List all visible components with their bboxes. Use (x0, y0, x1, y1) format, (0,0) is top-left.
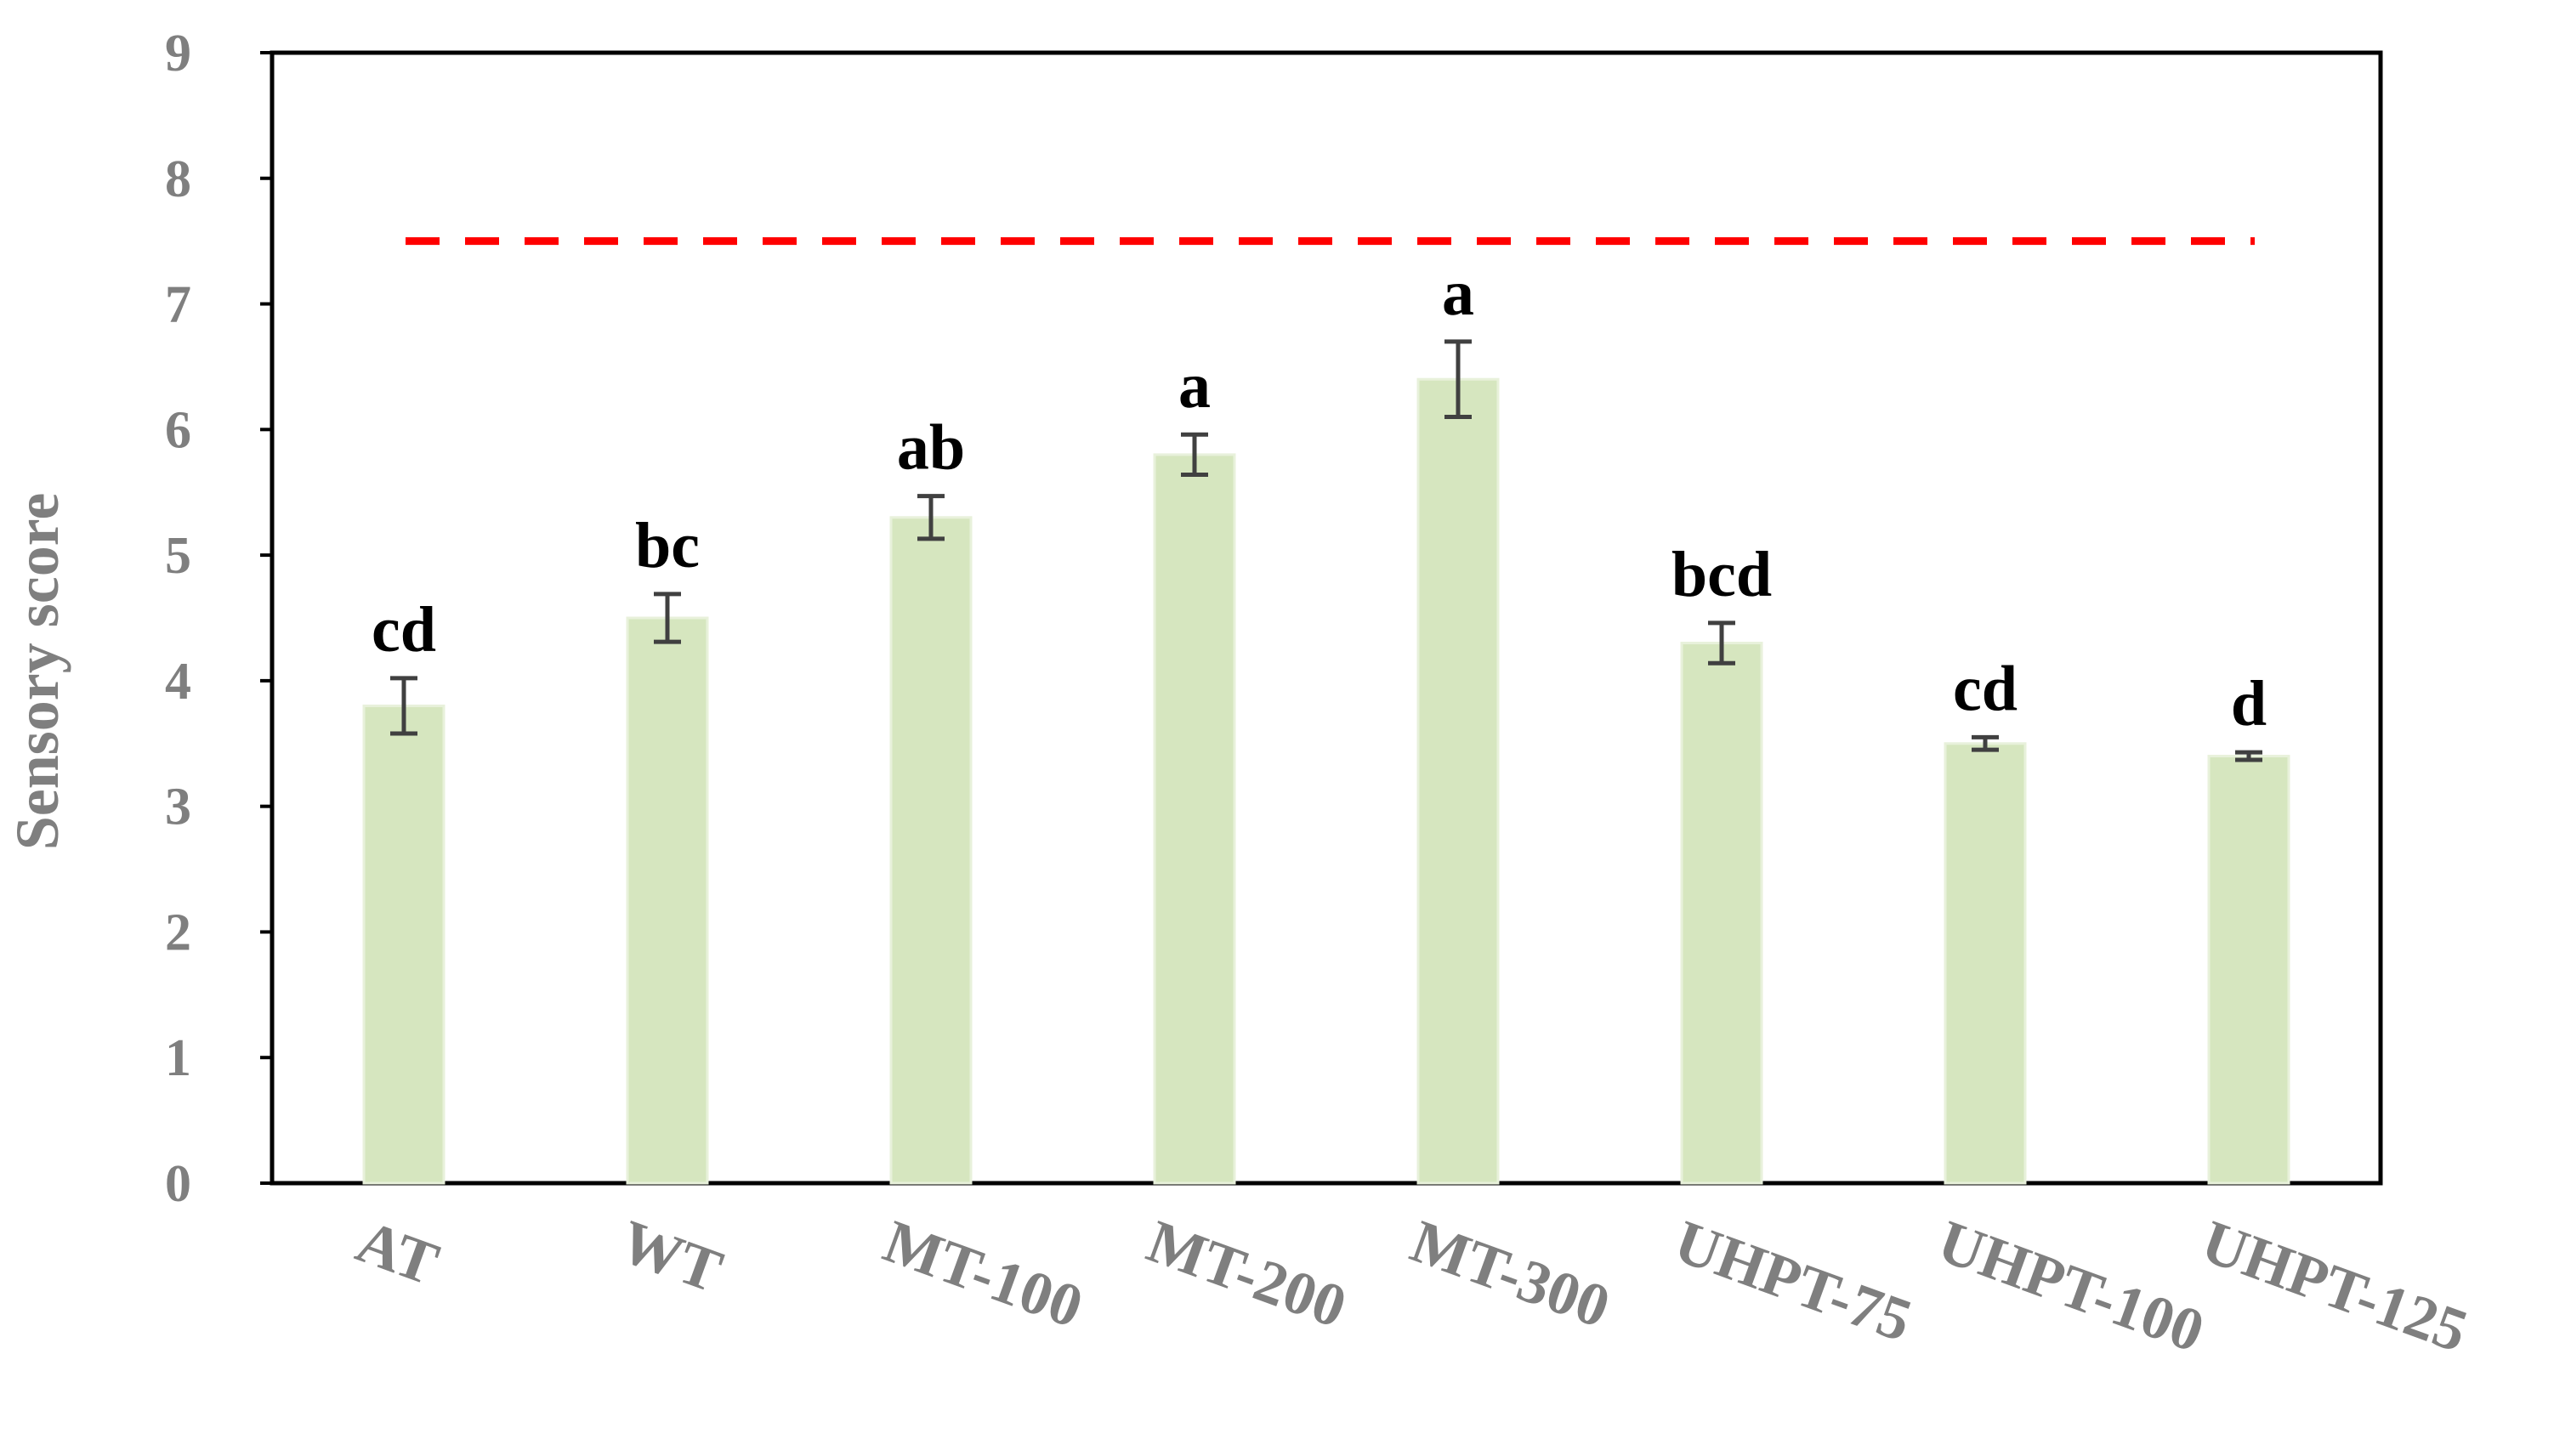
significance-label: cd (372, 594, 436, 666)
x-tick-label: AT (349, 1207, 447, 1299)
error-bar (1181, 432, 1208, 478)
bar (1944, 742, 2027, 1185)
bar (1680, 642, 1763, 1185)
x-tick-label: MT-100 (876, 1207, 1092, 1341)
x-tick-label: UHPT-100 (1930, 1207, 2213, 1365)
plot-area (260, 50, 2383, 1186)
error-bar (1972, 734, 1999, 752)
error-bar (2235, 750, 2262, 762)
y-tick-label: 4 (165, 653, 191, 711)
significance-label: bc (635, 510, 700, 581)
significance-label: cd (1953, 653, 2018, 724)
bar (626, 616, 709, 1185)
error-bar (1444, 339, 1472, 420)
y-axis-title: Sensory score (3, 493, 71, 851)
y-tick-label: 9 (165, 25, 191, 82)
y-tick-label: 5 (165, 527, 191, 585)
error-bars-layer (390, 339, 2262, 762)
x-tick-label: UHPT-125 (2194, 1207, 2477, 1365)
significance-label: a (1442, 258, 1474, 329)
bars-layer (362, 377, 2290, 1185)
bar (2207, 755, 2290, 1185)
y-tick-label: 7 (165, 276, 191, 334)
x-tick-label: WT (612, 1207, 731, 1306)
y-tick-label: 0 (165, 1155, 191, 1213)
x-tick-label: MT-300 (1403, 1207, 1619, 1341)
significance-label: d (2231, 668, 2267, 739)
x-tick-label: MT-200 (1139, 1207, 1355, 1341)
error-bar (1708, 620, 1735, 666)
error-bar (917, 494, 945, 541)
bar (1153, 453, 1236, 1185)
x-tick-label: UHPT-75 (1666, 1207, 1921, 1355)
bar (889, 516, 973, 1185)
y-tick-label: 6 (165, 401, 191, 459)
y-tick-label: 1 (165, 1029, 191, 1087)
y-tick-label: 8 (165, 150, 191, 208)
significance-label: ab (897, 412, 965, 484)
plot-frame (270, 50, 2383, 1186)
bar (1416, 377, 1500, 1185)
significance-label: bcd (1671, 539, 1772, 610)
y-axis-tick-labels: 0 1 2 3 4 5 6 7 8 9 (165, 25, 191, 1213)
error-bar (654, 592, 681, 644)
significance-labels-layer: cd bc ab a a bcd cd d (372, 258, 2267, 739)
y-tick-label: 3 (165, 779, 191, 836)
x-axis-category-labels: AT WT MT-100 MT-200 MT-300 UHPT-75 UHPT-100UHP… (349, 1207, 2477, 1365)
bar (362, 704, 446, 1185)
y-tick-label: 2 (165, 904, 191, 961)
significance-label: a (1178, 350, 1211, 422)
error-bar (390, 676, 417, 736)
